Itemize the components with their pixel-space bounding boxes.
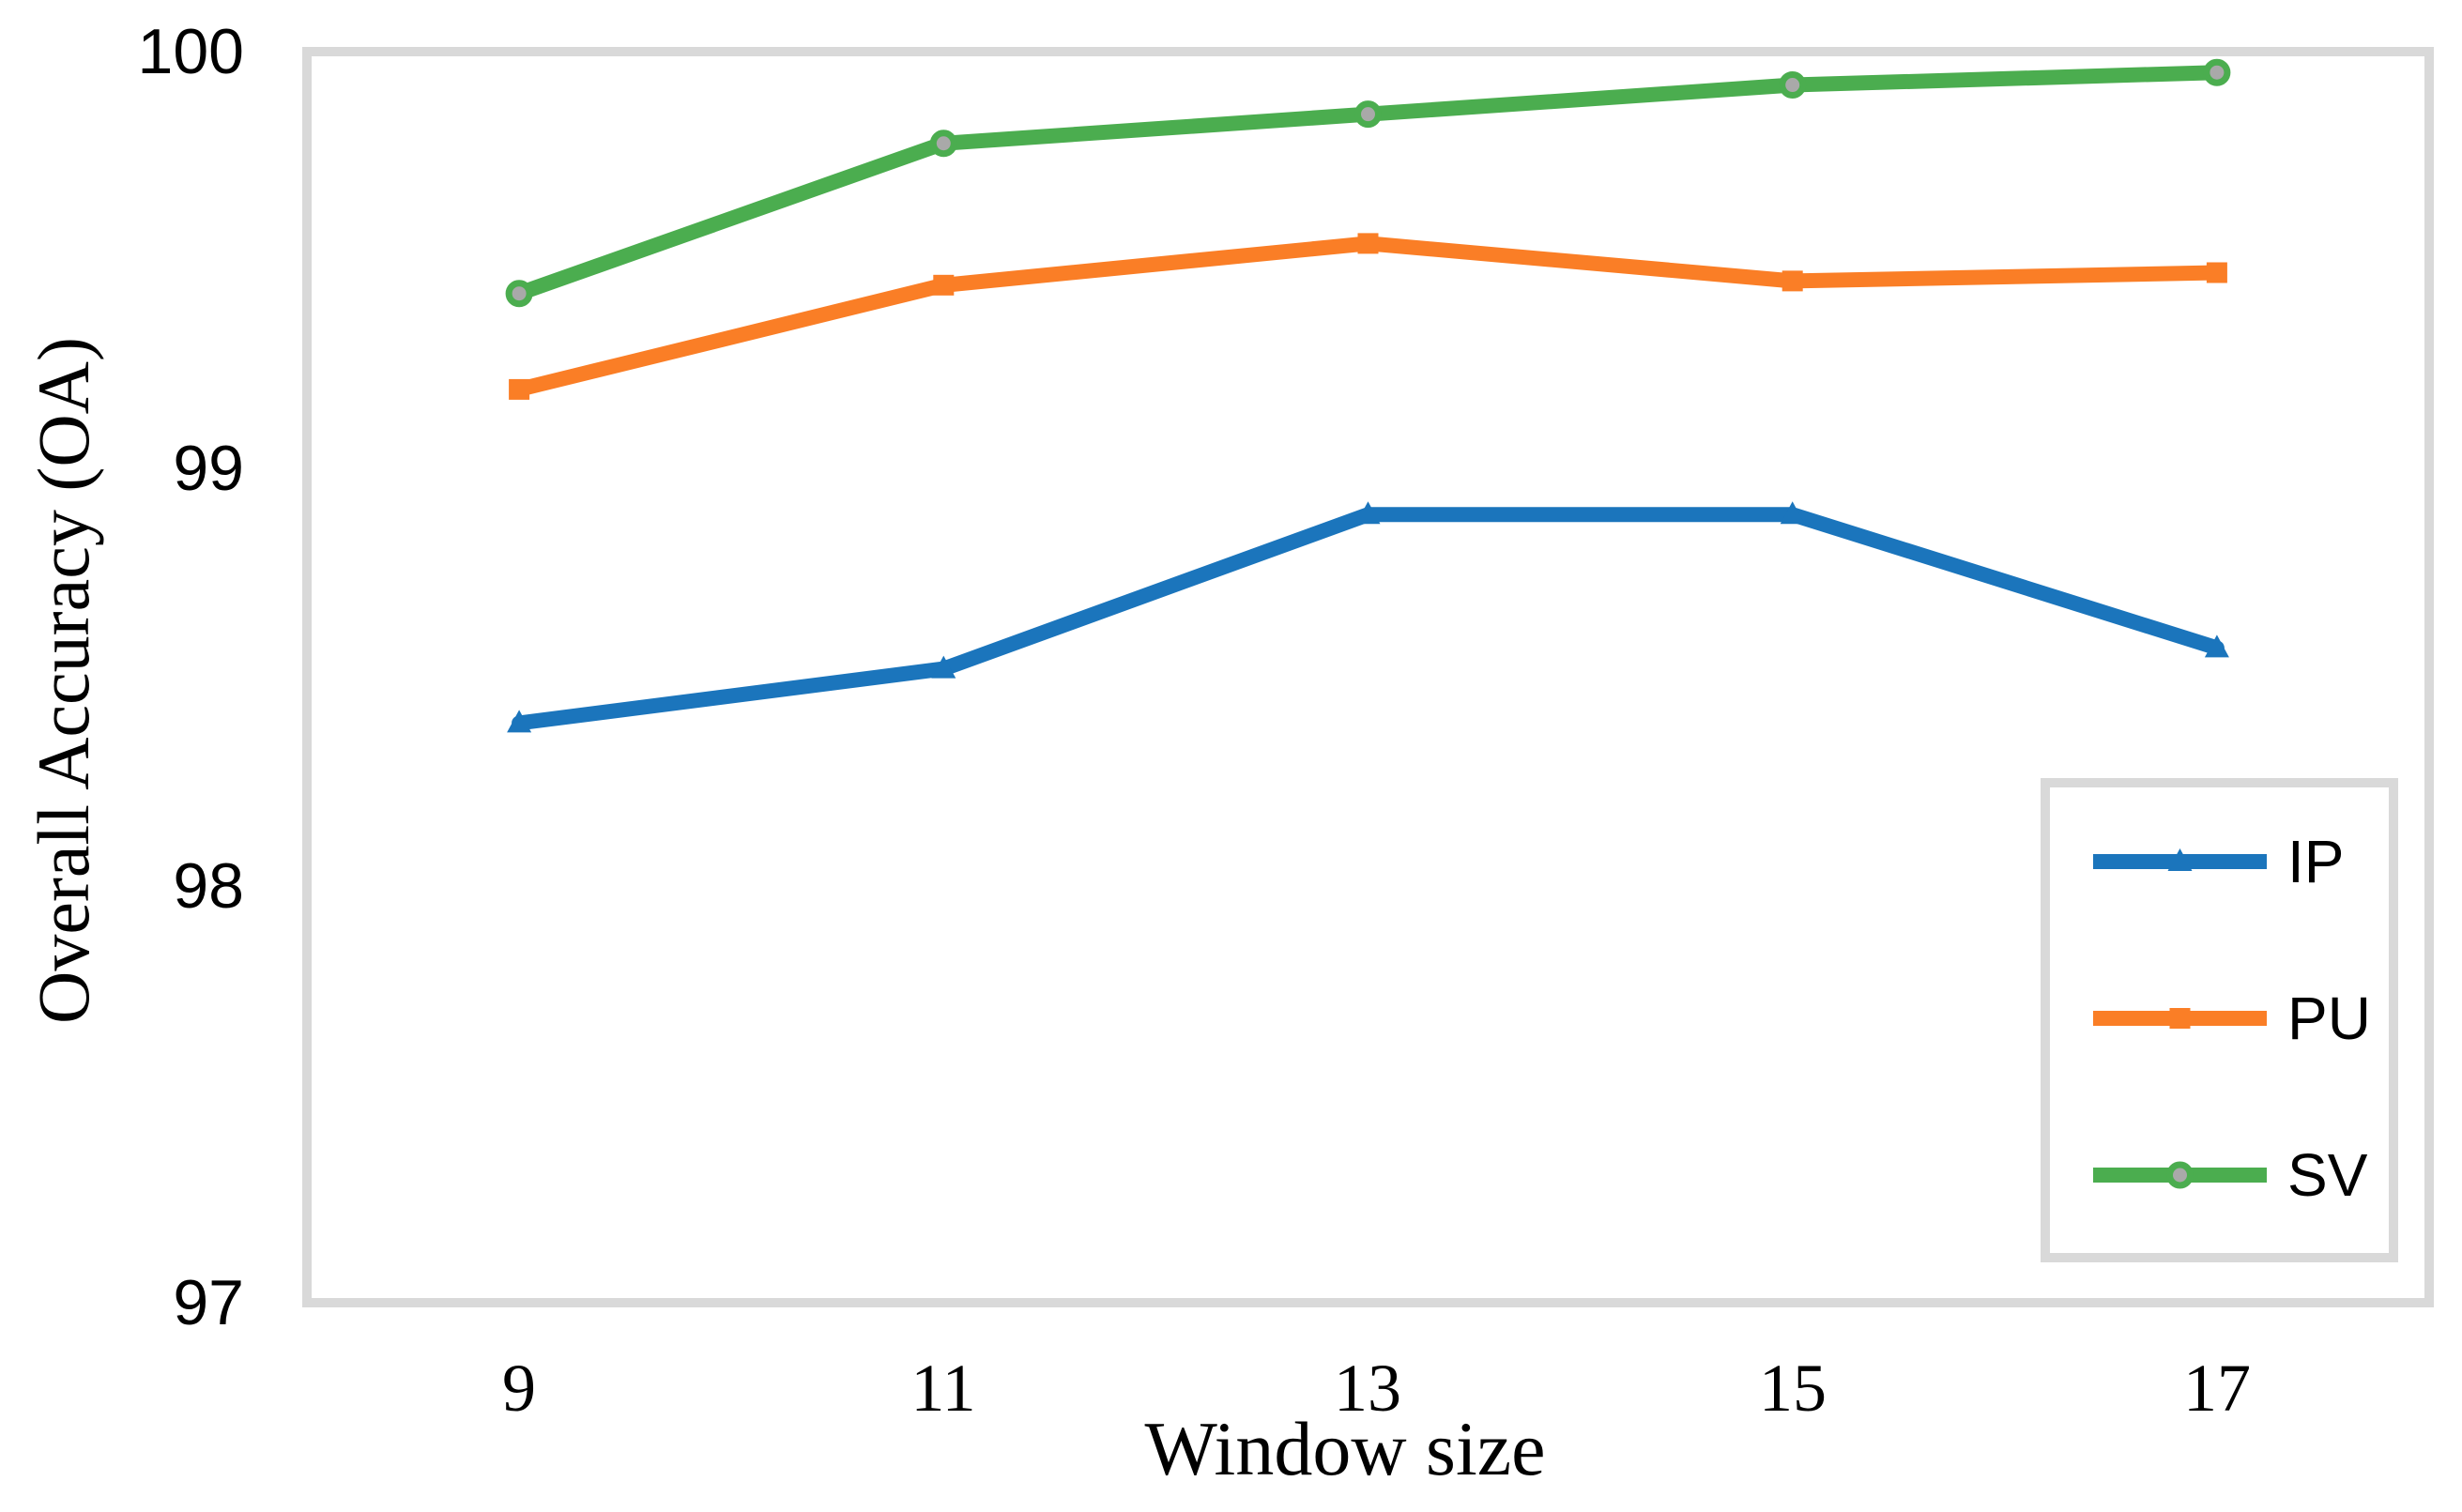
series-marker-PU: [1357, 233, 1379, 254]
series-marker-IP: [2204, 634, 2229, 658]
series-marker-SV: [1779, 71, 1807, 99]
series-marker-SV: [2203, 58, 2231, 86]
x-tick-label: 13: [1334, 1351, 1401, 1426]
x-tick-label: 17: [2183, 1351, 2251, 1426]
series-marker-PU: [509, 378, 530, 400]
series-marker-SV: [929, 130, 957, 158]
x-tick-label: 11: [910, 1351, 976, 1426]
series-marker-IP: [507, 710, 532, 733]
x-tick-label: 15: [1759, 1351, 1827, 1426]
series-marker-PU: [1782, 270, 1803, 292]
series-marker-IP: [931, 655, 956, 679]
series-marker-IP: [1780, 501, 1805, 525]
legend-sample-marker-PU: [2169, 1008, 2191, 1029]
y-tick-label: 100: [137, 16, 244, 87]
legend-label-ip: IP: [2287, 828, 2345, 895]
series-marker-IP: [1355, 501, 1381, 525]
series-line-PU: [512, 236, 2225, 397]
y-tick-label: 97: [173, 1267, 244, 1338]
plot-border: [302, 47, 2434, 1307]
series-marker-PU: [933, 274, 955, 296]
legend-sample-marker-SV: [2166, 1161, 2194, 1189]
legend-label-pu: PU: [2287, 985, 2371, 1052]
y-tick-label: 98: [173, 850, 244, 922]
x-axis-title: Window size: [1144, 1406, 1546, 1491]
y-axis-title: Overall Accuracy (OA): [23, 337, 104, 1024]
legend-label-sv: SV: [2287, 1141, 2368, 1209]
x-tick-label: 9: [502, 1351, 536, 1426]
series-line-IP: [512, 507, 2225, 731]
legend-sample-marker-IP: [2167, 848, 2193, 871]
series-marker-PU: [2206, 262, 2227, 283]
y-tick-label: 99: [173, 433, 244, 504]
series-marker-SV: [505, 280, 533, 308]
series-marker-SV: [1354, 100, 1382, 129]
